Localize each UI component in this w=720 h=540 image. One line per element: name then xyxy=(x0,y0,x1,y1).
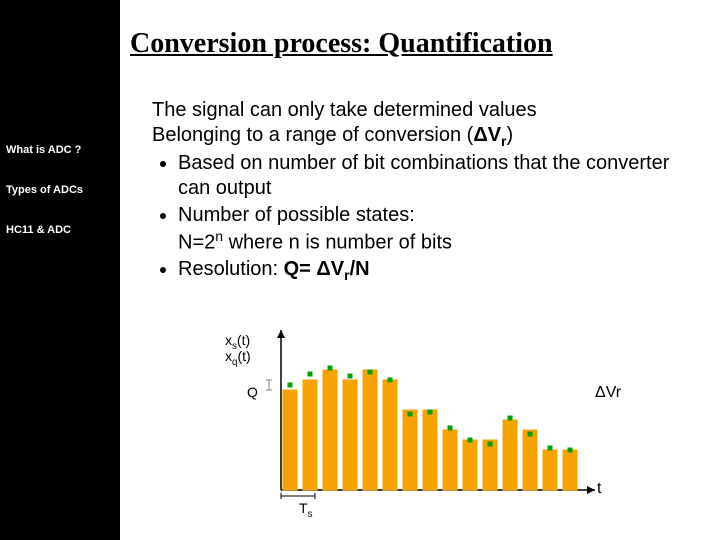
body-line-2: Belonging to a range of conversion (ΔVr) xyxy=(152,123,700,151)
sidebar: What is ADC ? Types of ADCs HC11 & ADC xyxy=(0,0,120,540)
bullet-1: Based on number of bit combinations that… xyxy=(178,151,700,201)
bullet-3: Resolution: Q= ΔVr/N xyxy=(178,257,700,285)
body-line-1: The signal can only take determined valu… xyxy=(152,98,700,123)
sidebar-item-hc11-adc[interactable]: HC11 & ADC xyxy=(0,220,120,240)
bullet-2-sup: n xyxy=(215,228,223,244)
axis-label-t: t xyxy=(597,480,601,498)
slide-body: The signal can only take determined valu… xyxy=(152,98,700,287)
slide: What is ADC ? Types of ADCs HC11 & ADC C… xyxy=(0,0,720,540)
axis-label-xq: xq(t) xyxy=(225,348,251,368)
xq-post: (t) xyxy=(237,348,250,364)
quantification-chart: x s (t) xq(t) Q ΔVr t Ts xyxy=(225,330,645,520)
bullet-3-label: Resolution: xyxy=(178,258,284,280)
axis-label-ts: Ts xyxy=(299,500,312,520)
bullet-2: Number of possible states: N=2n where n … xyxy=(178,203,700,256)
bullet-3-eq-post: /N xyxy=(350,258,370,280)
body-line-2-pre: Belonging to a range of conversion ( xyxy=(152,124,473,146)
body-line-2-bold: ΔV xyxy=(473,124,501,146)
axis-label-dvr: ΔVr xyxy=(595,384,621,402)
bullet-3-eq-pre: Q= ΔV xyxy=(284,258,345,280)
xs-post: (t) xyxy=(237,332,250,348)
sidebar-spacer xyxy=(0,0,120,140)
slide-title: Conversion process: Quantification xyxy=(130,28,710,60)
bullet-2-eq-pre: N=2 xyxy=(178,231,215,253)
chart-svg xyxy=(225,330,645,520)
ts-pre: T xyxy=(299,500,308,516)
bullet-2-pre: Number of possible states: xyxy=(178,204,415,226)
sidebar-item-what-is-adc[interactable]: What is ADC ? xyxy=(0,140,120,160)
body-line-2-post: ) xyxy=(507,124,514,146)
ts-sub: s xyxy=(308,509,313,520)
xs-pre: x xyxy=(225,332,232,348)
body-bullets: Based on number of bit combinations that… xyxy=(152,151,700,285)
xq-pre: x xyxy=(225,348,232,364)
axis-label-q: Q xyxy=(247,384,258,400)
sidebar-item-types-of-adcs[interactable]: Types of ADCs xyxy=(0,180,120,200)
bullet-2-eq-post: where n is number of bits xyxy=(223,231,452,253)
